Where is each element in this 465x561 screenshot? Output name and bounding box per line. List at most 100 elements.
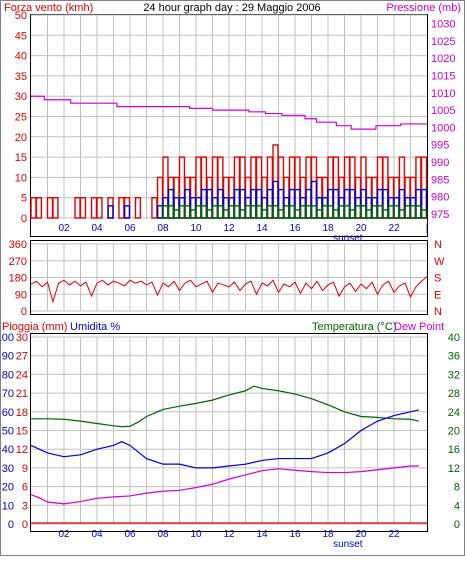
wind-tick-label: 30 (15, 91, 27, 103)
direction-line (30, 276, 428, 304)
temp-x-tick-label: 02 (58, 529, 70, 540)
humidity-tick-label: 50 (2, 426, 14, 438)
rain-tick-label: 6 (22, 482, 28, 494)
temp-x-tick-label: 10 (190, 529, 202, 540)
chart-title: 24 hour graph day : 29 Maggio 2006 (143, 2, 320, 14)
temp-x-tick-label: 04 (91, 529, 103, 540)
wind-x-tick-label: 10 (190, 223, 202, 234)
wind-tick-label: 0 (21, 213, 27, 225)
series-line-umidita (30, 409, 419, 469)
pressure-tick-label: 985 (431, 174, 449, 186)
direction-tick-label: 360 (9, 239, 27, 251)
temperature-tick-label: 36 (448, 351, 460, 363)
temp-x-tick-label: 06 (124, 529, 136, 540)
rain-tick-label: 21 (16, 388, 28, 400)
rain-tick-label: 30 (16, 332, 28, 344)
temperature-axis-title: Temperatura (°C) (312, 321, 396, 333)
series-line-dewpoint (30, 465, 419, 505)
wind-tick-label: 25 (15, 112, 27, 124)
pressure-tick-label: 1020 (431, 53, 455, 65)
pressure-tick-label: 1010 (431, 88, 455, 100)
wind-x-tick-label: 12 (223, 223, 235, 234)
temp-x-tick-label: 22 (388, 529, 400, 540)
temp-x-tick-label: 20 (355, 529, 367, 540)
wind-x-tick-label: 18 (322, 223, 334, 234)
wind-bar-avg (420, 209, 428, 219)
humidity-tick-label: 30 (2, 463, 14, 475)
wind-tick-label: 50 (15, 10, 27, 22)
wind-x-tick-label: 04 (91, 223, 103, 234)
wind-bar-wind (123, 205, 131, 219)
temperature-tick-label: 0 (454, 519, 460, 531)
pressure-tick-label: 995 (431, 140, 449, 152)
wind-tick-label: 5 (21, 193, 27, 205)
rain-tick-label: 9 (22, 463, 28, 475)
rain-tick-label: 12 (16, 444, 28, 456)
temp-x-tick-label: 16 (289, 529, 301, 540)
compass-tick-label: E (434, 289, 441, 301)
temp-x-tick-label: 12 (223, 529, 235, 540)
wind-x-tick-label: | (426, 223, 429, 234)
pressure-tick-label: 975 (431, 209, 449, 221)
wind-bar-wind (107, 205, 114, 219)
rain-tick-label: 0 (22, 519, 28, 531)
temperature-tick-label: 12 (448, 463, 460, 475)
rain-axis-title: Pioggia (mm) (2, 321, 67, 333)
humidity-tick-label: 40 (2, 444, 14, 456)
rain-tick-label: 15 (16, 426, 28, 438)
pressure-tick-label: 980 (431, 192, 449, 204)
humidity-tick-label: 70 (2, 388, 14, 400)
wind-axis-title: Forza vento (kmh) (4, 2, 93, 14)
rain-tick-label: 27 (16, 351, 28, 363)
compass-tick-label: W (434, 256, 445, 268)
temperature-tick-label: 8 (454, 482, 460, 494)
wind-tick-label: 15 (15, 152, 27, 164)
compass-tick-label: N (434, 239, 442, 251)
temperature-tick-label: 28 (448, 388, 460, 400)
wind-tick-label: 45 (15, 30, 27, 42)
rain-tick-label: 24 (16, 369, 28, 381)
direction-tick-label: 270 (9, 256, 27, 268)
wind-x-tick-label: 08 (157, 223, 169, 234)
wind-bar-gust (134, 196, 142, 219)
wind-x-tick-label: 06 (124, 223, 136, 234)
direction-tick-label: 90 (15, 289, 27, 301)
wind-bar-gust (96, 196, 103, 219)
temp-x-tick-label: 08 (157, 529, 169, 540)
wind-tick-label: 35 (15, 71, 27, 83)
direction-tick-label: 0 (21, 306, 27, 318)
dewpoint-axis-title: Dew Point (394, 321, 444, 333)
sunset-label: sunset (333, 233, 363, 244)
wind-x-tick-label: 02 (58, 223, 70, 234)
series-line-temperaturac (31, 385, 419, 428)
sunset-label: sunset (333, 539, 363, 550)
temperature-tick-label: 4 (454, 500, 460, 512)
temperature-tick-label: 20 (448, 426, 460, 438)
humidity-tick-label: 100 (0, 332, 14, 344)
temp-x-tick-label: 14 (256, 529, 268, 540)
pressure-line (31, 95, 427, 130)
temperature-tick-label: 40 (448, 332, 460, 344)
pressure-tick-label: 1015 (431, 71, 455, 83)
temperature-tick-label: 32 (448, 369, 460, 381)
pressure-axis-title: Pressione (mb) (386, 2, 461, 14)
pressure-tick-label: 1030 (431, 19, 455, 31)
temperature-tick-label: 24 (448, 407, 460, 419)
wind-tick-label: 10 (15, 172, 27, 184)
wind-x-tick-label: 16 (289, 223, 301, 234)
direction-tick-label: 180 (9, 273, 27, 285)
wind-bar-gust (79, 196, 87, 219)
humidity-tick-label: 80 (2, 369, 14, 381)
pressure-tick-label: 1000 (431, 122, 455, 134)
wind-x-tick-label: 14 (256, 223, 268, 234)
humidity-tick-label: 0 (8, 519, 14, 531)
pressure-tick-label: 1005 (431, 105, 455, 117)
pressure-tick-label: 1025 (431, 36, 455, 48)
compass-tick-label: N (434, 306, 442, 318)
pressure-tick-label: 990 (431, 157, 449, 169)
humidity-tick-label: 90 (2, 351, 14, 363)
temp-x-tick-label: 18 (322, 529, 334, 540)
wind-x-tick-label: 20 (355, 223, 367, 234)
